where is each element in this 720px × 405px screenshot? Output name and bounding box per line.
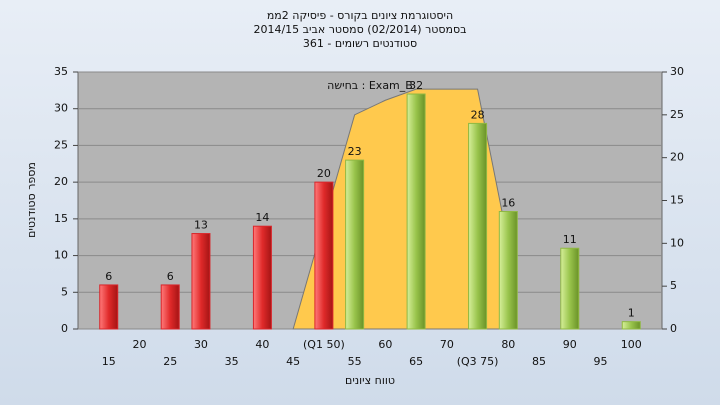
x-axis-label: טווח ציונים: [345, 374, 395, 387]
legend-label: בחישה : Exam_B: [327, 79, 413, 92]
x-tick-label: 35: [225, 355, 239, 368]
y-tick-label: 35: [54, 65, 68, 78]
x-tick-label: 15: [102, 355, 116, 368]
x-tick-label: 65: [409, 355, 423, 368]
y-tick-label: 25: [54, 138, 68, 151]
x-tick-label: (Q1 50): [303, 338, 345, 351]
x-tick-label: 85: [532, 355, 546, 368]
bar: [252, 225, 272, 330]
x-tick-label: 45: [286, 355, 300, 368]
value-label: 6: [105, 270, 112, 283]
value-label: 28: [471, 108, 485, 121]
y-tick-label: 0: [61, 322, 68, 335]
y2-tick-label: 10: [670, 236, 684, 249]
y2-tick-label: 0: [670, 322, 677, 335]
x-tick-label: 30: [194, 338, 208, 351]
x-tick-label: 70: [440, 338, 454, 351]
y2-tick-label: 25: [670, 108, 684, 121]
x-tick-label: 100: [621, 338, 642, 351]
bar: [560, 247, 580, 330]
value-label: 20: [317, 167, 331, 180]
y-tick-label: 15: [54, 212, 68, 225]
value-label: 6: [167, 270, 174, 283]
bar: [498, 211, 518, 330]
y-axis-label: מספר סטודנטים: [25, 162, 38, 238]
y-tick-label: 30: [54, 102, 68, 115]
y2-tick-label: 20: [670, 151, 684, 164]
y2-tick-label: 30: [670, 65, 684, 78]
x-tick-label: 55: [348, 355, 362, 368]
x-tick-label: 40: [255, 338, 269, 351]
bar: [468, 122, 488, 330]
bar: [345, 159, 365, 330]
bar: [99, 284, 119, 330]
x-tick-label: 80: [501, 338, 515, 351]
value-label: 13: [194, 219, 208, 232]
x-tick-label: 90: [563, 338, 577, 351]
value-label: 11: [563, 233, 577, 246]
bar: [160, 284, 180, 330]
value-label: 23: [348, 145, 362, 158]
value-label: 32: [409, 79, 423, 92]
bar: [314, 181, 334, 330]
x-tick-label: 95: [594, 355, 608, 368]
chart-title: היסטוגרמת ציונים בקורס - פיסיקה 2ממ: [267, 9, 453, 22]
value-label: 16: [501, 197, 515, 210]
x-tick-label: 20: [132, 338, 146, 351]
y-tick-label: 20: [54, 175, 68, 188]
bar: [406, 93, 426, 330]
bar: [191, 233, 211, 330]
y2-tick-label: 5: [670, 279, 677, 292]
y-tick-label: 10: [54, 249, 68, 262]
chart-subtitle: בסמסטר (02/2014) סמסטר אביב 2014/15: [253, 23, 466, 36]
y-tick-label: 5: [61, 285, 68, 298]
value-label: 14: [255, 211, 269, 224]
x-tick-label: 25: [163, 355, 177, 368]
y2-tick-label: 15: [670, 194, 684, 207]
x-tick-label: 60: [378, 338, 392, 351]
chart-subtitle: 361 - סטודנטים רשומים: [303, 37, 417, 50]
x-tick-label: (Q3 75): [457, 355, 499, 368]
value-label: 1: [628, 307, 635, 320]
bar: [621, 321, 641, 330]
